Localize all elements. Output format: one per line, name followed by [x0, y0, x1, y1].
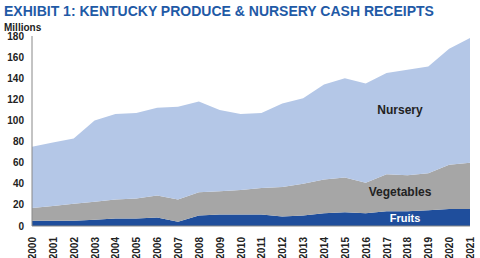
- svg-text:20: 20: [13, 199, 25, 210]
- svg-text:40: 40: [13, 178, 25, 189]
- svg-text:2012: 2012: [277, 237, 288, 258]
- svg-text:2008: 2008: [194, 237, 205, 258]
- svg-text:0: 0: [18, 221, 24, 232]
- svg-text:2014: 2014: [319, 237, 330, 258]
- svg-text:2020: 2020: [444, 237, 455, 258]
- svg-text:60: 60: [13, 157, 25, 168]
- html-text:Vegetables: Vegetables: [368, 185, 432, 199]
- svg-text:140: 140: [8, 73, 24, 84]
- svg-text:2002: 2002: [69, 237, 80, 258]
- svg-text:2010: 2010: [236, 237, 247, 258]
- svg-text:180: 180: [8, 31, 24, 42]
- svg-text:2001: 2001: [48, 237, 59, 258]
- svg-text:2004: 2004: [110, 237, 121, 258]
- svg-text:100: 100: [8, 115, 24, 126]
- svg-text:2016: 2016: [361, 237, 372, 258]
- html-text:Millions: Millions: [4, 22, 42, 33]
- svg-text:2021: 2021: [465, 237, 472, 258]
- svg-text:2013: 2013: [298, 237, 309, 258]
- svg-text:2006: 2006: [152, 237, 163, 258]
- html-text:Fruits: Fruits: [389, 212, 421, 224]
- svg-text:80: 80: [13, 136, 25, 147]
- svg-text:2017: 2017: [382, 237, 393, 258]
- html-text:Nursery: Nursery: [377, 103, 423, 117]
- svg-text:2007: 2007: [173, 237, 184, 258]
- svg-text:2019: 2019: [423, 237, 434, 258]
- svg-text:2018: 2018: [402, 237, 413, 258]
- svg-text:2015: 2015: [340, 237, 351, 258]
- html-text:EXHIBIT 1: KENTUCKY PRODUCE &: EXHIBIT 1: KENTUCKY PRODUCE & NURSERY CA…: [4, 3, 434, 19]
- svg-text:2009: 2009: [215, 237, 226, 258]
- svg-text:2000: 2000: [27, 237, 38, 258]
- svg-text:2011: 2011: [256, 237, 267, 258]
- svg-text:2003: 2003: [90, 237, 101, 258]
- svg-text:160: 160: [8, 52, 24, 63]
- svg-text:2005: 2005: [131, 237, 142, 258]
- svg-text:120: 120: [8, 94, 24, 105]
